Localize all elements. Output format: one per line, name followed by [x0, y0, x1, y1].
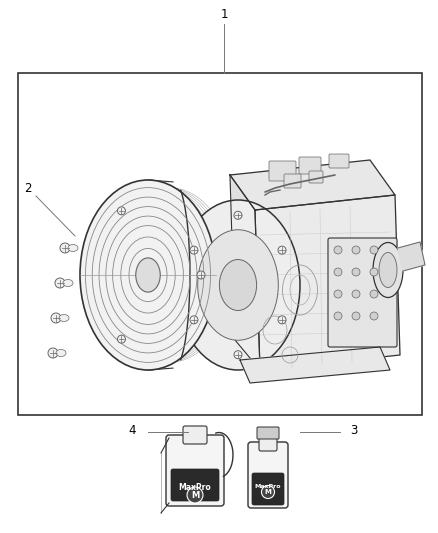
Ellipse shape [136, 258, 160, 292]
FancyBboxPatch shape [329, 154, 349, 168]
FancyBboxPatch shape [259, 433, 277, 451]
Circle shape [278, 316, 286, 324]
FancyBboxPatch shape [284, 174, 301, 188]
FancyBboxPatch shape [248, 442, 288, 508]
FancyBboxPatch shape [309, 171, 323, 183]
Text: 4: 4 [128, 424, 136, 437]
Ellipse shape [219, 260, 257, 311]
Ellipse shape [80, 180, 216, 370]
Circle shape [370, 268, 378, 276]
Circle shape [234, 351, 242, 359]
Circle shape [334, 312, 342, 320]
Polygon shape [230, 175, 260, 370]
Ellipse shape [63, 279, 73, 287]
Ellipse shape [56, 350, 66, 357]
Ellipse shape [198, 230, 278, 340]
Circle shape [334, 290, 342, 298]
Ellipse shape [373, 243, 403, 297]
Text: 2: 2 [24, 182, 32, 195]
Circle shape [334, 268, 342, 276]
Circle shape [55, 278, 65, 288]
Circle shape [370, 246, 378, 254]
Circle shape [190, 316, 198, 324]
Ellipse shape [379, 253, 397, 287]
FancyBboxPatch shape [269, 161, 296, 181]
Circle shape [197, 271, 205, 279]
Text: MaxPro: MaxPro [179, 482, 212, 491]
Circle shape [187, 487, 203, 503]
Circle shape [60, 243, 70, 253]
Circle shape [352, 268, 360, 276]
Polygon shape [255, 195, 400, 370]
Circle shape [278, 246, 286, 254]
FancyBboxPatch shape [183, 426, 207, 444]
Text: 3: 3 [350, 424, 358, 437]
Circle shape [370, 290, 378, 298]
Text: MaxPro: MaxPro [255, 483, 281, 489]
Ellipse shape [176, 200, 300, 370]
Polygon shape [398, 242, 425, 271]
Circle shape [352, 246, 360, 254]
Circle shape [261, 486, 275, 498]
FancyBboxPatch shape [257, 427, 279, 439]
FancyBboxPatch shape [166, 435, 224, 506]
Circle shape [352, 290, 360, 298]
FancyBboxPatch shape [252, 473, 284, 505]
Circle shape [234, 211, 242, 219]
Text: M: M [265, 489, 272, 495]
Circle shape [117, 207, 125, 215]
FancyBboxPatch shape [171, 469, 219, 501]
Circle shape [117, 335, 125, 343]
Circle shape [48, 348, 58, 358]
Ellipse shape [59, 314, 69, 321]
Polygon shape [240, 347, 390, 383]
Circle shape [352, 312, 360, 320]
Text: 1: 1 [220, 7, 228, 20]
Circle shape [51, 313, 61, 323]
FancyBboxPatch shape [328, 238, 397, 347]
Circle shape [190, 246, 198, 254]
Ellipse shape [68, 245, 78, 252]
Circle shape [370, 312, 378, 320]
FancyBboxPatch shape [299, 157, 321, 174]
Text: M: M [191, 490, 199, 499]
Circle shape [334, 246, 342, 254]
Polygon shape [230, 160, 395, 210]
Bar [18, 73, 422, 415]
